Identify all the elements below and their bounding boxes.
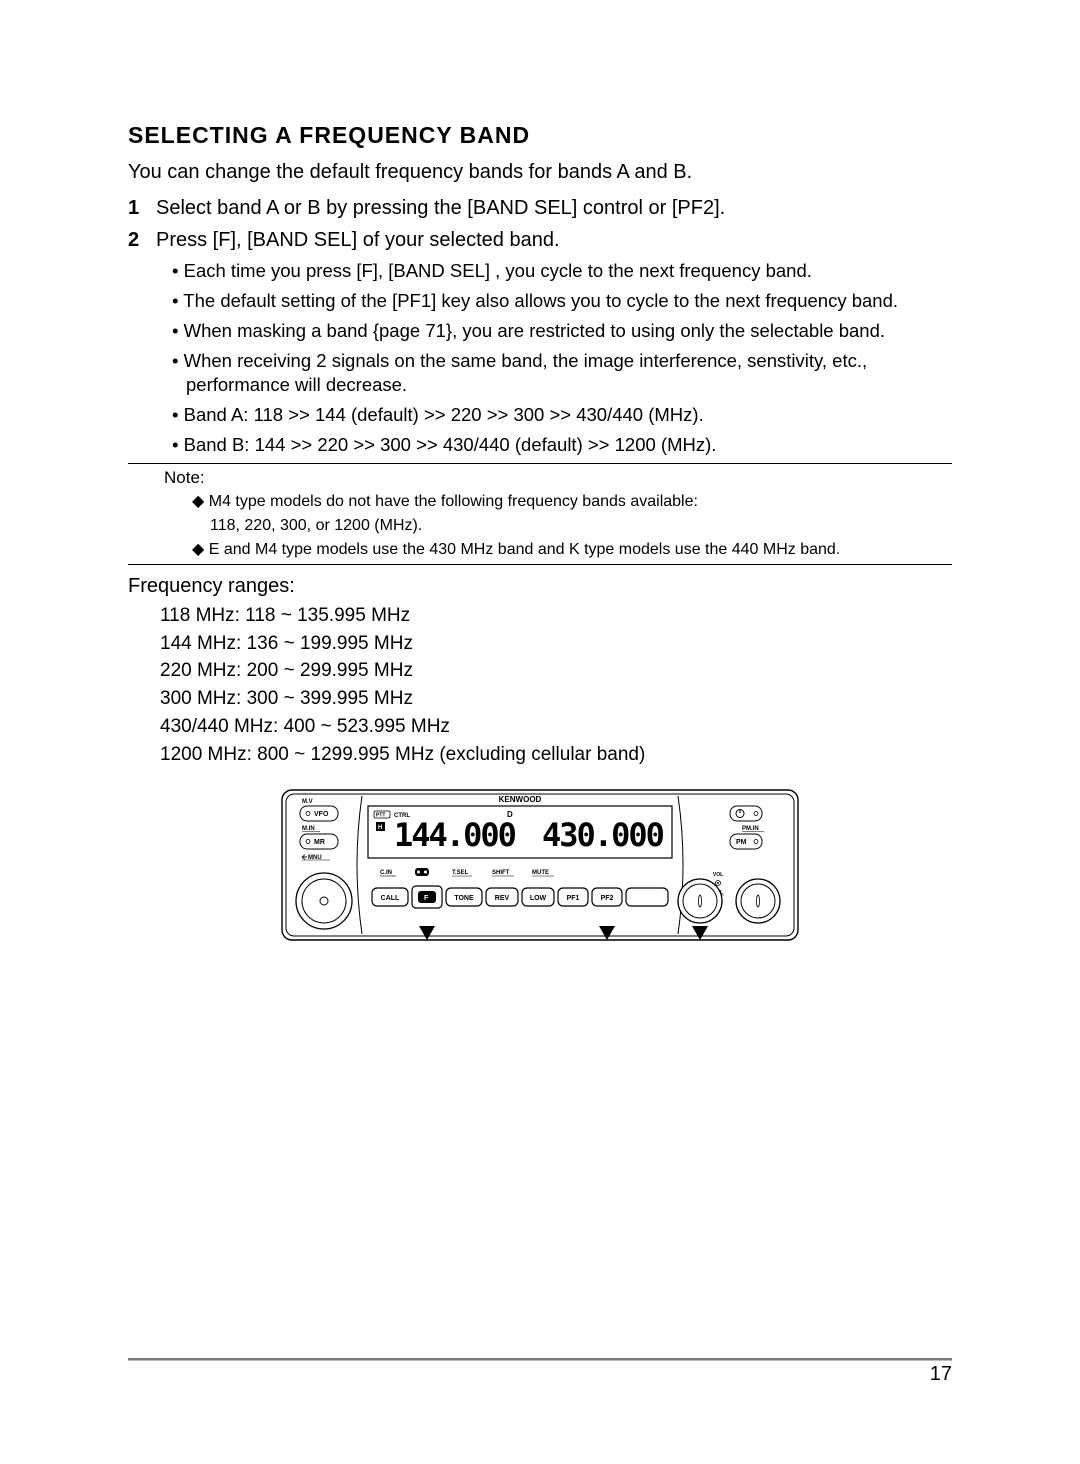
sub-bullet: Each time you press [F], [BAND SEL] , yo…	[172, 259, 952, 282]
cin-label: C.IN	[380, 870, 392, 876]
rev-button-label: REV	[495, 895, 510, 902]
sub-bullet: Band B: 144 >> 220 >> 300 >> 430/440 (de…	[172, 433, 952, 456]
shift-label: SHIFT	[492, 870, 510, 876]
note-bullet: M4 type models do not have the following…	[192, 492, 952, 512]
freq-b-display: 430.000	[542, 816, 664, 854]
f-button-label: F	[424, 895, 429, 902]
intro-text: You can change the default frequency ban…	[128, 159, 952, 185]
step-number: 1	[128, 195, 156, 221]
h-label: H	[378, 825, 382, 831]
pmin-label: PM.IN	[742, 826, 759, 832]
freq-range: 430/440 MHz: 400 ~ 523.995 MHz	[160, 715, 952, 739]
section-title: SELECTING A FREQUENCY BAND	[128, 122, 952, 149]
freq-heading: Frequency ranges:	[128, 575, 952, 598]
page-number: 17	[930, 1363, 952, 1386]
mr-label: MR	[314, 839, 325, 846]
sub-bullet: When receiving 2 signals on the same ban…	[172, 349, 952, 395]
note-label: Note:	[164, 468, 952, 488]
tone-button-label: TONE	[454, 895, 474, 902]
note-divider	[128, 564, 952, 565]
pf2-button-label: PF2	[601, 895, 614, 902]
pf1-button-label: PF1	[567, 895, 580, 902]
sub-bullet: Band A: 118 >> 144 (default) >> 220 >> 3…	[172, 403, 952, 426]
freq-a-display: 144.000	[394, 816, 516, 854]
vol-label: VOL	[713, 872, 723, 878]
sub-bullet: The default setting of the [PF1] key als…	[172, 289, 952, 312]
low-button-label: LOW	[530, 895, 547, 902]
mv-label: M.V	[302, 799, 313, 805]
sub-bullet: When masking a band {page 71}, you are r…	[172, 319, 952, 342]
radio-illustration: M.V VFO M.IN MR MNU KENWOOD PTT CTRL D H…	[280, 786, 800, 946]
brand-label: KENWOOD	[499, 795, 542, 804]
note-divider	[128, 463, 952, 464]
tsel-label: T.SEL	[452, 870, 469, 876]
mute-label: MUTE	[532, 870, 549, 876]
min-label: M.IN	[302, 826, 315, 832]
freq-range: 1200 MHz: 800 ~ 1299.995 MHz (excluding …	[160, 743, 952, 767]
freq-range: 220 MHz: 200 ~ 299.995 MHz	[160, 659, 952, 683]
step-row: 2 Press [F], [BAND SEL] of your selected…	[128, 227, 952, 253]
step-row: 1 Select band A or B by pressing the [BA…	[128, 195, 952, 221]
freq-range: 118 MHz: 118 ~ 135.995 MHz	[160, 604, 952, 628]
note-subline: 118, 220, 300, or 1200 (MHz).	[210, 516, 952, 536]
freq-range: 300 MHz: 300 ~ 399.995 MHz	[160, 687, 952, 711]
step-number: 2	[128, 227, 156, 253]
step-text: Select band A or B by pressing the [BAND…	[156, 195, 952, 221]
freq-range: 144 MHz: 136 ~ 199.995 MHz	[160, 632, 952, 656]
ptt-label: PTT	[376, 813, 385, 819]
page-footer-rule	[128, 1358, 952, 1360]
step-text: Press [F], [BAND SEL] of your selected b…	[156, 227, 952, 253]
note-bullet: E and M4 type models use the 430 MHz ban…	[192, 540, 952, 560]
pm-label: PM	[736, 839, 747, 846]
vfo-label: VFO	[314, 811, 329, 818]
call-button-label: CALL	[381, 895, 400, 902]
